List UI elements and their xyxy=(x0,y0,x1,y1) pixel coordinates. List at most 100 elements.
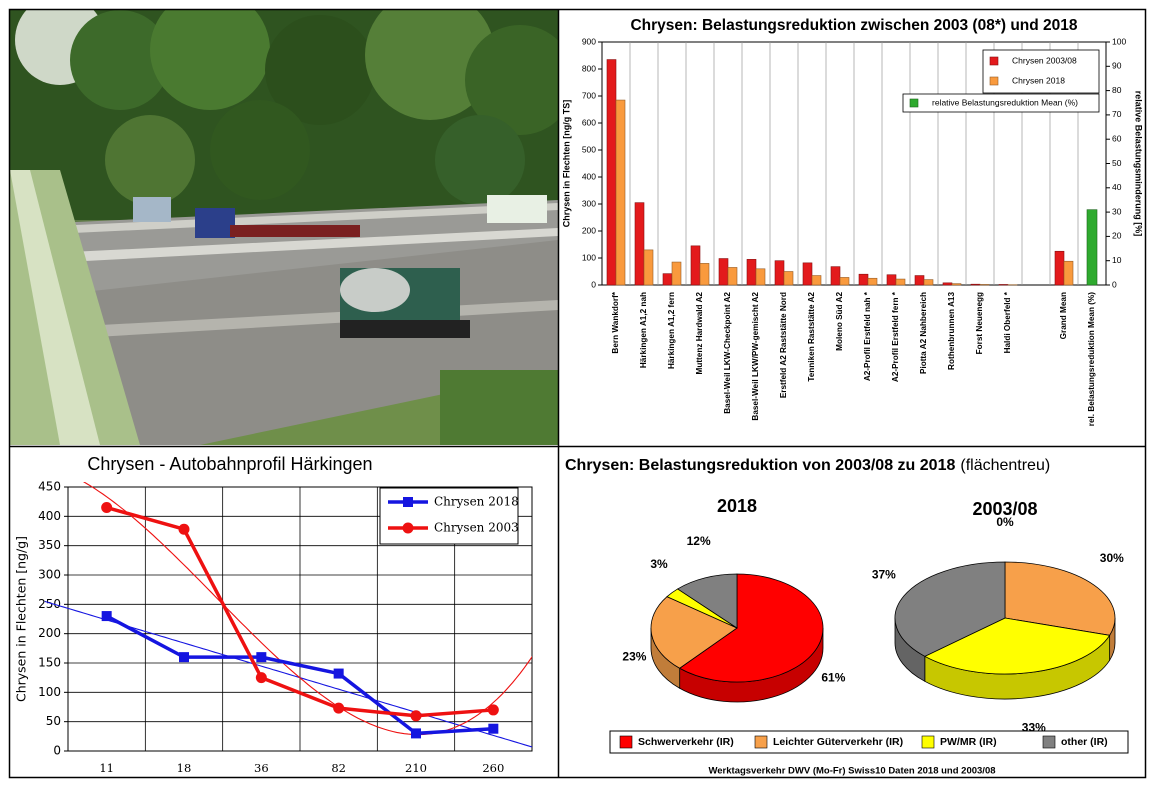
bar xyxy=(1063,260,1074,286)
x-tick-label: Tenniken Raststätte A2 xyxy=(807,292,816,382)
x-tick-label: Erstfeld A2 Raststätte Nord xyxy=(779,292,788,398)
y-tick-label: 100 xyxy=(38,685,61,699)
bar xyxy=(690,245,701,286)
legend-swatch xyxy=(754,735,768,749)
legend-label: Chrysen 2003/08 xyxy=(1012,55,1077,65)
bar xyxy=(671,261,682,286)
y2-tick-label: 10 xyxy=(1112,255,1122,265)
frame xyxy=(8,8,1147,779)
legend-box xyxy=(982,49,1100,94)
y-tick-label: 100 xyxy=(582,252,596,262)
y-tick-label: 400 xyxy=(582,171,596,181)
marker xyxy=(333,668,344,679)
x-tick-label: Härkingen A1,2 fern xyxy=(667,292,676,369)
marker xyxy=(488,723,499,734)
legend-label: PW/MR (IR) xyxy=(940,736,997,748)
bar xyxy=(951,283,962,286)
chart-title: Chrysen - Autobahnprofil Härkingen xyxy=(87,454,372,474)
x-tick-label: 18 xyxy=(177,761,192,775)
x-tick-label: Basel-Weil LKW/PW-gemischt A2 xyxy=(751,292,760,421)
legend-label: Schwerverkehr (IR) xyxy=(638,736,734,748)
y-tick-label: 400 xyxy=(38,509,61,523)
y-tick-label: 200 xyxy=(582,225,596,235)
y2-tick-label: 30 xyxy=(1112,206,1122,216)
x-tick-label: Moleno Süd A2 xyxy=(835,292,844,351)
legend-box xyxy=(902,93,1100,113)
series-line xyxy=(106,505,494,718)
bar xyxy=(727,267,738,286)
y2-tick-label: 80 xyxy=(1112,85,1122,95)
bar xyxy=(802,262,813,286)
x-tick-label: 260 xyxy=(482,761,504,775)
bar xyxy=(979,284,990,286)
legend-swatch xyxy=(909,98,919,108)
pie-slice xyxy=(650,596,738,669)
pie-slice xyxy=(678,573,824,683)
y-tick-label: 50 xyxy=(46,714,61,728)
y2-tick-label: 20 xyxy=(1112,231,1122,241)
bar xyxy=(1086,209,1098,286)
y-tick-label: 700 xyxy=(582,90,596,100)
pie-value-label: 12% xyxy=(687,534,711,548)
y2-tick-label: 70 xyxy=(1112,109,1122,119)
chart-title: Chrysen: Belastungsreduktion von 2003/08… xyxy=(565,457,955,474)
legend-label: Chrysen 2018 xyxy=(434,495,519,509)
x-tick-label: Muttenz Hardwald A2 xyxy=(695,292,704,375)
bar xyxy=(615,99,626,286)
pie-slice xyxy=(923,617,1111,675)
bar xyxy=(718,258,729,286)
chart-title: Chrysen: Belastungsreduktion zwischen 20… xyxy=(630,17,1077,34)
marker xyxy=(101,611,112,622)
x-tick-label: Bern Wankdorf* xyxy=(611,291,620,353)
marker xyxy=(178,523,190,535)
legend-swatch xyxy=(1042,735,1056,749)
bar xyxy=(1054,250,1065,286)
marker xyxy=(179,652,189,663)
marker xyxy=(333,702,345,714)
y-tick-label: 200 xyxy=(38,626,61,640)
x-tick-label: Grand Mean xyxy=(1059,292,1068,339)
pie-value-label: 30% xyxy=(1100,551,1124,565)
legend-label: Leichter Güterverkehr (IR) xyxy=(773,736,903,748)
pie-value-label: 23% xyxy=(622,650,646,664)
y-axis-title: Chrysen in Flechten [ng/g] xyxy=(14,536,29,702)
y-tick-label: 0 xyxy=(53,744,61,758)
y2-axis-title: relative Belastungsminderung [%] xyxy=(1134,91,1144,237)
marker xyxy=(256,652,267,663)
x-tick-label: 11 xyxy=(99,761,114,775)
x-tick-label: Härkingen A1,2 nah xyxy=(639,292,648,368)
legend-swatch xyxy=(921,735,935,749)
chart-subtitle: (flächentreu) xyxy=(960,457,1050,474)
bar xyxy=(886,274,897,286)
y-tick-label: 150 xyxy=(38,656,61,670)
legend-swatch xyxy=(989,56,999,66)
marker xyxy=(411,728,421,739)
y-tick-label: 450 xyxy=(38,480,61,494)
bar xyxy=(839,277,850,286)
marker xyxy=(101,502,113,514)
bar xyxy=(914,275,925,286)
y2-tick-label: 50 xyxy=(1112,158,1122,168)
legend-label: relative Belastungsreduktion Mean (%) xyxy=(932,97,1078,107)
bar xyxy=(923,279,934,286)
bar xyxy=(634,202,645,286)
bar xyxy=(774,260,785,286)
y2-tick-label: 100 xyxy=(1112,36,1126,46)
bar xyxy=(811,275,822,286)
y-tick-label: 350 xyxy=(38,538,61,552)
y-tick-label: 500 xyxy=(582,144,596,154)
photo xyxy=(10,10,558,445)
marker xyxy=(487,704,499,716)
x-tick-label: Rothenbrunnen A13 xyxy=(947,292,956,370)
marker xyxy=(410,710,422,722)
y-tick-label: 900 xyxy=(582,36,596,46)
bar xyxy=(699,263,710,286)
pie-title: 2018 xyxy=(717,496,757,516)
bar xyxy=(643,249,654,286)
legend-label: Chrysen 2003 xyxy=(434,521,519,535)
pie-slice xyxy=(894,561,1006,657)
legend-swatch xyxy=(619,735,633,749)
pie-value-label: 61% xyxy=(821,670,845,684)
bar xyxy=(830,266,841,286)
y-tick-label: 0 xyxy=(591,279,596,289)
